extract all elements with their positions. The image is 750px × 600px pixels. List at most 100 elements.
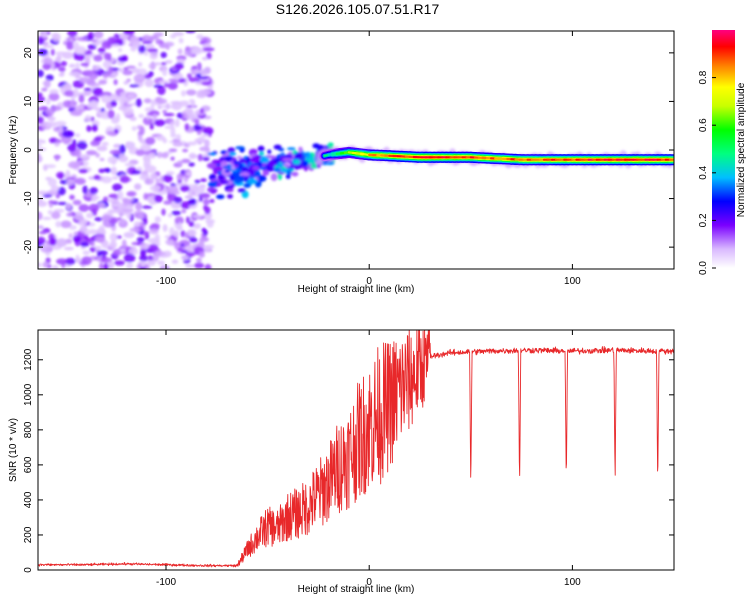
- transition-blob: [218, 174, 225, 181]
- noise-blob: [197, 76, 209, 80]
- noise-blob: [143, 192, 149, 201]
- noise-blob: [77, 104, 84, 110]
- colorbar: 0.0 0.2 0.4 0.6 0.8 Normalized spectral ampl…: [698, 30, 747, 275]
- noise-blob: [201, 56, 208, 61]
- noise-blob: [165, 239, 175, 245]
- noise-blob: [203, 205, 208, 211]
- snr-ylabel: SNR (10 * v/v): [8, 418, 19, 482]
- transition-blob: [243, 183, 251, 188]
- noise-blob: [192, 124, 202, 131]
- noise-blob: [184, 123, 190, 131]
- transition-blob: [209, 189, 217, 194]
- noise-blob: [56, 238, 68, 247]
- noise-blob: [202, 198, 210, 206]
- transition-blob: [219, 180, 230, 185]
- noise-blob: [116, 96, 123, 101]
- noise-blob: [74, 53, 86, 61]
- noise-blob: [107, 198, 119, 203]
- noise-blob: [150, 223, 160, 229]
- noise-blob: [110, 166, 117, 176]
- noise-blob: [202, 245, 212, 253]
- noise-blob: [149, 201, 156, 205]
- noise-blob: [204, 264, 212, 269]
- noise-blob: [144, 178, 155, 185]
- noise-blob: [75, 254, 80, 263]
- noise-blob: [43, 79, 51, 89]
- noise-blob: [171, 210, 181, 216]
- noise-blob: [79, 77, 91, 84]
- noise-blob: [127, 141, 136, 148]
- noise-blob: [122, 69, 133, 76]
- noise-blob: [191, 185, 200, 192]
- transition-blob: [251, 155, 262, 162]
- noise-blob: [69, 225, 77, 230]
- noise-blob: [86, 229, 99, 235]
- transition-blob: [282, 158, 292, 162]
- noise-blob: [180, 255, 190, 261]
- noise-blob: [122, 209, 134, 213]
- colorbar-tick-label: 0.4: [698, 165, 709, 179]
- noise-blob: [130, 46, 137, 52]
- noise-blob: [170, 100, 182, 105]
- noise-blob: [202, 156, 210, 161]
- noise-blob: [161, 104, 172, 109]
- spectrogram-ytick-label: -10: [23, 191, 34, 206]
- noise-blob: [118, 67, 124, 73]
- noise-blob: [185, 171, 192, 177]
- noise-blob: [126, 93, 136, 99]
- noise-blob: [108, 93, 119, 102]
- noise-blob: [101, 214, 112, 222]
- noise-blob: [120, 218, 126, 225]
- noise-blob: [119, 144, 126, 154]
- noise-blob: [46, 121, 57, 128]
- noise-blob: [163, 113, 175, 117]
- noise-blob: [195, 73, 202, 78]
- noise-blob: [43, 57, 53, 65]
- noise-blob: [164, 125, 175, 130]
- transition-blob: [252, 165, 260, 171]
- noise-blob: [128, 247, 139, 256]
- noise-blob: [42, 63, 51, 70]
- transition-blob: [294, 152, 304, 160]
- noise-blob: [65, 169, 71, 177]
- noise-blob: [99, 157, 105, 162]
- noise-blob: [47, 209, 53, 215]
- noise-blob: [192, 214, 203, 218]
- noise-blob: [64, 90, 75, 97]
- noise-blob: [157, 86, 166, 96]
- noise-blob: [199, 68, 208, 77]
- noise-blob: [176, 112, 183, 119]
- noise-blob: [131, 170, 141, 175]
- noise-blob: [88, 72, 98, 80]
- noise-blob: [177, 160, 184, 165]
- noise-blob: [83, 87, 93, 91]
- noise-blob: [163, 250, 172, 258]
- noise-blob: [177, 247, 183, 252]
- noise-blob: [167, 213, 173, 218]
- noise-blob: [58, 66, 66, 72]
- noise-blob: [46, 98, 51, 105]
- noise-blob: [72, 199, 82, 206]
- noise-blob: [138, 45, 146, 54]
- transition-blob: [241, 190, 249, 199]
- noise-blob: [68, 233, 73, 239]
- noise-blob: [185, 252, 196, 257]
- noise-blob: [109, 240, 117, 249]
- noise-blob: [73, 41, 80, 51]
- noise-blob: [38, 143, 42, 147]
- noise-blob: [117, 56, 128, 63]
- noise-blob: [163, 200, 173, 205]
- noise-blob: [57, 187, 66, 196]
- noise-blob: [186, 141, 198, 146]
- noise-blob: [67, 143, 77, 152]
- noise-blob: [98, 52, 105, 56]
- snr-xtick-label: -100: [156, 577, 176, 588]
- noise-blob: [78, 204, 90, 212]
- noise-blob: [92, 87, 103, 96]
- noise-blob: [129, 227, 140, 232]
- noise-blob: [174, 196, 183, 204]
- noise-blob: [191, 65, 198, 70]
- noise-blob: [114, 260, 125, 266]
- noise-blob: [55, 139, 62, 144]
